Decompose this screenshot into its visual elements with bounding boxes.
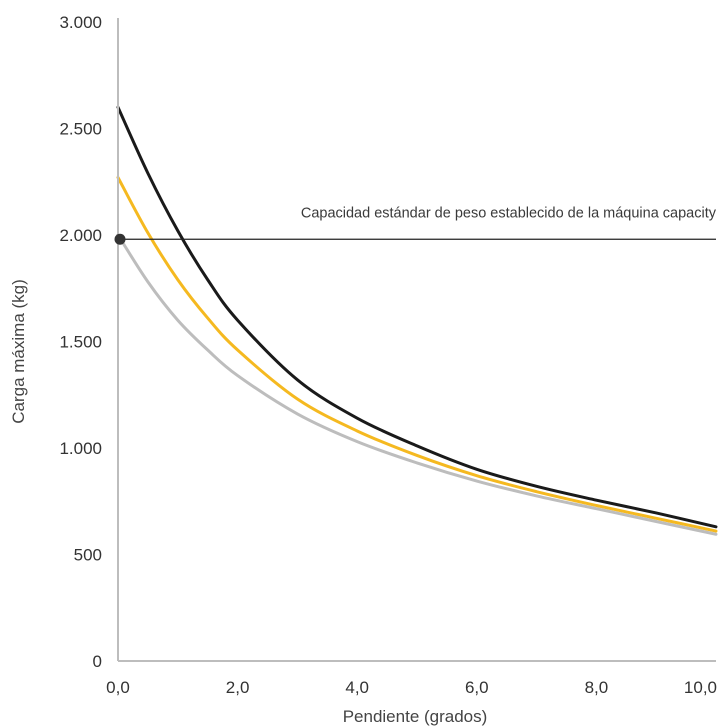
y-tick-label: 0 <box>93 652 102 671</box>
series-line-2 <box>116 175 718 533</box>
y-tick-label: 1.000 <box>59 439 102 458</box>
x-tick-label: 2,0 <box>226 678 250 697</box>
series-line-3 <box>116 233 718 536</box>
x-tick-label: 0,0 <box>106 678 130 697</box>
y-tick-label: 2.500 <box>59 120 102 139</box>
series-line-1 <box>116 105 718 529</box>
series-lines <box>116 105 718 536</box>
reference-marker <box>114 233 126 245</box>
x-tick-label: 4,0 <box>345 678 369 697</box>
y-tick-label: 3.000 <box>59 13 102 32</box>
x-axis-ticks: 0,0 2,0 4,0 6,0 8,0 10,0 <box>106 678 717 697</box>
y-tick-label: 2.000 <box>59 226 102 245</box>
x-tick-label: 6,0 <box>465 678 489 697</box>
reference-line-label: Capacidad estándar de peso establecido d… <box>301 205 717 221</box>
y-tick-label: 1.500 <box>59 333 102 352</box>
x-axis-title: Pendiente (grados) <box>343 707 488 726</box>
y-axis-title: Carga máxima (kg) <box>9 279 28 424</box>
y-axis-ticks: 0 500 1.000 1.500 2.000 2.500 3.000 <box>59 13 102 671</box>
y-tick-label: 500 <box>74 546 102 565</box>
x-tick-label: 8,0 <box>585 678 609 697</box>
x-tick-label: 10,0 <box>684 678 717 697</box>
